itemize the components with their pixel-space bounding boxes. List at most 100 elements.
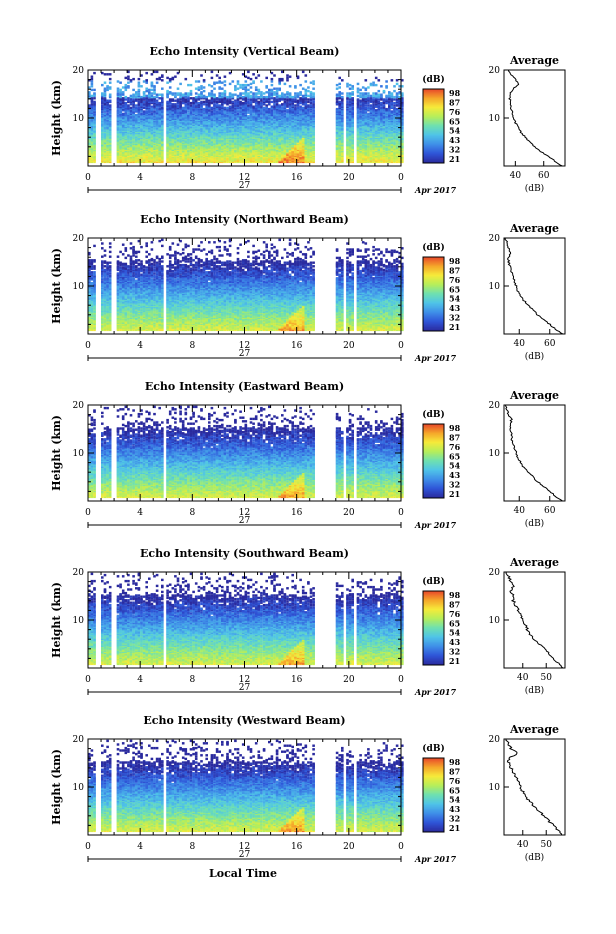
heatmap-cell [255, 89, 258, 91]
heatmap-cell [195, 92, 198, 94]
heatmap-cell [125, 84, 128, 86]
heatmap-cell [140, 113, 143, 115]
heatmap-cells [88, 71, 404, 163]
heatmap-cell [349, 108, 352, 110]
heatmap-cell [239, 86, 242, 88]
heatmap-cell [258, 101, 261, 103]
heatmap-cell [148, 91, 151, 93]
heatmap-cell [289, 108, 292, 110]
heatmap-cell [106, 100, 109, 102]
heatmap-cell [93, 92, 96, 94]
heatmap-cell [203, 79, 206, 81]
heatmap-cell [91, 103, 94, 105]
heatmap-cell [198, 96, 201, 98]
heatmap-cell [148, 89, 151, 91]
heatmap-cell [336, 94, 339, 96]
heatmap-cell [158, 94, 161, 96]
heatmap-cell [307, 112, 310, 114]
heatmap-cell [232, 104, 235, 106]
heatmap-cell [265, 114, 268, 116]
heatmap-cell [203, 90, 206, 92]
heatmap-cell [291, 96, 294, 98]
heatmap-cell [247, 77, 250, 79]
heatmap-cell [260, 100, 263, 102]
heatmap-cell [145, 82, 148, 84]
heatmap-cell [312, 92, 315, 94]
heatmap-cell [143, 91, 146, 93]
heatmap-cell [166, 101, 169, 103]
heatmap-cell [135, 107, 138, 109]
heatmap-cell [169, 86, 172, 88]
heatmap-cell [307, 98, 310, 100]
heatmap-cell [117, 92, 120, 94]
heatmap-cell [229, 83, 232, 85]
heatmap-cell [268, 89, 271, 91]
heatmap-cell [138, 92, 141, 94]
heatmap-cell [255, 77, 258, 79]
heatmap-cell [302, 71, 305, 73]
heatmap-cell [216, 104, 219, 106]
heatmap-cell [234, 100, 237, 102]
heatmap-cell [104, 82, 107, 84]
heatmap-cell [237, 80, 240, 82]
heatmap-cell [143, 107, 146, 109]
heatmap-cell [143, 103, 146, 105]
heatmap-cell [357, 102, 360, 104]
heatmap-cell [224, 107, 227, 109]
heatmap-cell [263, 107, 266, 109]
heatmap-cell [250, 98, 253, 100]
heatmap-cell [336, 97, 339, 99]
heatmap-cell [305, 92, 308, 94]
heatmap-cell [177, 98, 180, 100]
heatmap-cell [156, 82, 159, 84]
heatmap-cell [195, 88, 198, 90]
heatmap-cell [177, 88, 180, 90]
heatmap-cell [234, 94, 237, 96]
heatmap-cell [195, 112, 198, 114]
heatmap-cell [104, 113, 107, 115]
heatmap-cell [268, 94, 271, 96]
heatmap-cell [179, 96, 182, 98]
heatmap-cell [179, 101, 182, 103]
heatmap-cell [187, 97, 190, 99]
heatmap-cell [252, 96, 255, 98]
heatmap-cell [106, 73, 109, 75]
heatmap-cell [255, 102, 258, 104]
heatmap-cell [151, 82, 154, 84]
heatmap-cell [190, 97, 193, 99]
heatmap-cell [218, 92, 221, 94]
heatmap-cell [91, 85, 94, 87]
heatmap-cell [336, 101, 339, 103]
heatmap-cell [226, 107, 229, 109]
heatmap-cell [247, 71, 250, 73]
heatmap-cell [357, 95, 360, 97]
heatmap-cell [208, 100, 211, 102]
heatmap-cell [166, 90, 169, 92]
heatmap-cell [291, 98, 294, 100]
heatmap-cell [145, 110, 148, 112]
heatmap-cell [302, 88, 305, 90]
heatmap-cell [247, 112, 250, 114]
heatmap-cell [242, 92, 245, 94]
heatmap-cell [122, 104, 125, 106]
heatmap-cell [190, 104, 193, 106]
heatmap-cell [284, 113, 287, 115]
heatmap-cell [299, 112, 302, 114]
heatmap-cell [299, 97, 302, 99]
heatmap-cell [357, 98, 360, 100]
heatmap-cell [198, 80, 201, 82]
heatmap-cell [122, 113, 125, 115]
heatmap-cell [174, 92, 177, 94]
heatmap-cell [211, 92, 214, 94]
heatmap-cell [104, 73, 107, 75]
heatmap-cell [250, 78, 253, 80]
heatmap-cell [130, 103, 133, 105]
heatmap-cell [221, 88, 224, 90]
heatmap-cell [198, 86, 201, 88]
heatmap-cell [198, 89, 201, 91]
heatmap-cell [211, 85, 214, 87]
heatmap-cell [140, 96, 143, 98]
heatmap-cell [271, 84, 274, 86]
heatmap-cell [273, 91, 276, 93]
heatmap-cell [263, 100, 266, 102]
